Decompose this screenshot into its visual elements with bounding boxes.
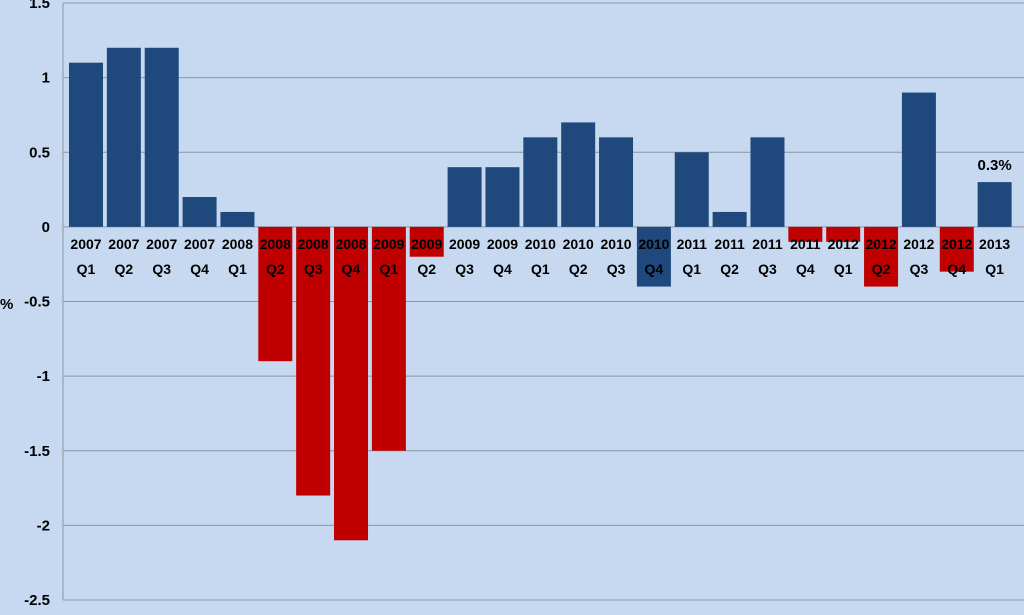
x-category-year: 2012 bbox=[903, 236, 934, 252]
x-category-quarter: Q4 bbox=[947, 261, 966, 277]
bar bbox=[258, 226, 293, 362]
bar bbox=[144, 47, 179, 227]
bar bbox=[939, 226, 974, 272]
x-category-quarter: Q3 bbox=[455, 261, 474, 277]
x-category-quarter: Q1 bbox=[77, 261, 96, 277]
x-axis-categories: 2007 Q1 2007 Q2 2007 Q3 2007 Q4 2008 Q1 2008 Q2 2008… bbox=[70, 236, 1010, 277]
x-category-quarter: Q3 bbox=[607, 261, 626, 277]
bar bbox=[826, 226, 861, 242]
bar bbox=[561, 122, 596, 227]
y-tick-label: 1 bbox=[42, 70, 50, 87]
bar bbox=[523, 137, 558, 227]
bar bbox=[712, 211, 747, 227]
x-category-year: 2008 bbox=[298, 236, 329, 252]
x-category-quarter: Q2 bbox=[569, 261, 588, 277]
x-category-year: 2009 bbox=[373, 236, 404, 252]
x-category-quarter: Q1 bbox=[834, 261, 853, 277]
bar bbox=[69, 62, 103, 227]
bar bbox=[106, 47, 141, 227]
bar bbox=[977, 182, 1012, 227]
bar bbox=[447, 167, 482, 227]
bar bbox=[182, 197, 217, 227]
y-tick-label: 0 bbox=[42, 219, 50, 236]
gridlines bbox=[62, 2, 1024, 601]
x-category-year: 2012 bbox=[865, 236, 896, 252]
y-tick-label: 1.5 bbox=[29, 0, 50, 12]
x-category-year: 2012 bbox=[828, 236, 859, 252]
bar bbox=[485, 167, 520, 227]
x-category-quarter: Q4 bbox=[190, 261, 209, 277]
x-category-quarter: Q4 bbox=[645, 261, 664, 277]
x-category-year: 2009 bbox=[487, 236, 518, 252]
bar bbox=[788, 226, 823, 242]
x-category-quarter: Q2 bbox=[115, 261, 134, 277]
bar bbox=[864, 226, 899, 287]
y-axis-label: % bbox=[0, 296, 13, 313]
bar bbox=[296, 226, 331, 496]
x-category-year: 2012 bbox=[941, 236, 972, 252]
x-category-quarter: Q4 bbox=[342, 261, 361, 277]
bar bbox=[750, 137, 785, 227]
x-category-year: 2007 bbox=[108, 236, 139, 252]
bar bbox=[599, 137, 634, 227]
x-category-quarter: Q2 bbox=[872, 261, 891, 277]
y-tick-label: -0.5 bbox=[24, 294, 50, 311]
x-category-quarter: Q3 bbox=[152, 261, 171, 277]
y-tick-label: 0.5 bbox=[29, 144, 50, 161]
data-labels: 0.3% bbox=[978, 157, 1012, 174]
x-category-quarter: Q4 bbox=[796, 261, 815, 277]
bar bbox=[636, 226, 671, 287]
y-axis-ticks: 1.5 1 0.5 0 -0.5 -1 -1.5 -2 -2.5 bbox=[24, 0, 50, 609]
x-category-year: 2011 bbox=[752, 236, 783, 252]
x-category-year: 2010 bbox=[638, 236, 669, 252]
x-category-quarter: Q1 bbox=[985, 261, 1004, 277]
y-tick-label: -2.5 bbox=[24, 592, 50, 609]
x-category-year: 2009 bbox=[411, 236, 442, 252]
bars bbox=[69, 47, 1012, 541]
bar bbox=[334, 226, 369, 541]
x-category-year: 2010 bbox=[525, 236, 556, 252]
x-category-quarter: Q3 bbox=[910, 261, 929, 277]
x-category-year: 2011 bbox=[790, 236, 821, 252]
x-category-year: 2008 bbox=[335, 236, 366, 252]
y-tick-label: -1 bbox=[37, 368, 50, 385]
x-category-quarter: Q3 bbox=[304, 261, 323, 277]
x-category-quarter: Q1 bbox=[380, 261, 399, 277]
x-category-year: 2007 bbox=[184, 236, 215, 252]
bar bbox=[371, 226, 406, 451]
x-category-year: 2007 bbox=[70, 236, 101, 252]
x-category-quarter: Q2 bbox=[266, 261, 285, 277]
y-tick-label: -1.5 bbox=[24, 443, 50, 460]
x-category-year: 2009 bbox=[449, 236, 480, 252]
data-label: 0.3% bbox=[978, 157, 1012, 174]
bar bbox=[220, 211, 255, 227]
x-category-year: 2013 bbox=[979, 236, 1010, 252]
x-category-quarter: Q2 bbox=[417, 261, 436, 277]
x-category-year: 2011 bbox=[677, 236, 708, 252]
bar bbox=[674, 152, 709, 227]
x-category-quarter: Q1 bbox=[682, 261, 701, 277]
bar bbox=[901, 92, 936, 227]
x-category-quarter: Q3 bbox=[758, 261, 777, 277]
x-category-quarter: Q1 bbox=[228, 261, 247, 277]
x-category-year: 2010 bbox=[563, 236, 594, 252]
bar bbox=[409, 226, 444, 257]
x-category-quarter: Q1 bbox=[531, 261, 550, 277]
x-category-year: 2010 bbox=[600, 236, 631, 252]
x-category-year: 2007 bbox=[146, 236, 177, 252]
x-category-year: 2008 bbox=[260, 236, 291, 252]
x-category-quarter: Q2 bbox=[720, 261, 739, 277]
x-category-year: 2008 bbox=[222, 236, 253, 252]
x-category-quarter: Q4 bbox=[493, 261, 512, 277]
y-tick-label: -2 bbox=[37, 517, 50, 534]
x-category-year: 2011 bbox=[714, 236, 745, 252]
